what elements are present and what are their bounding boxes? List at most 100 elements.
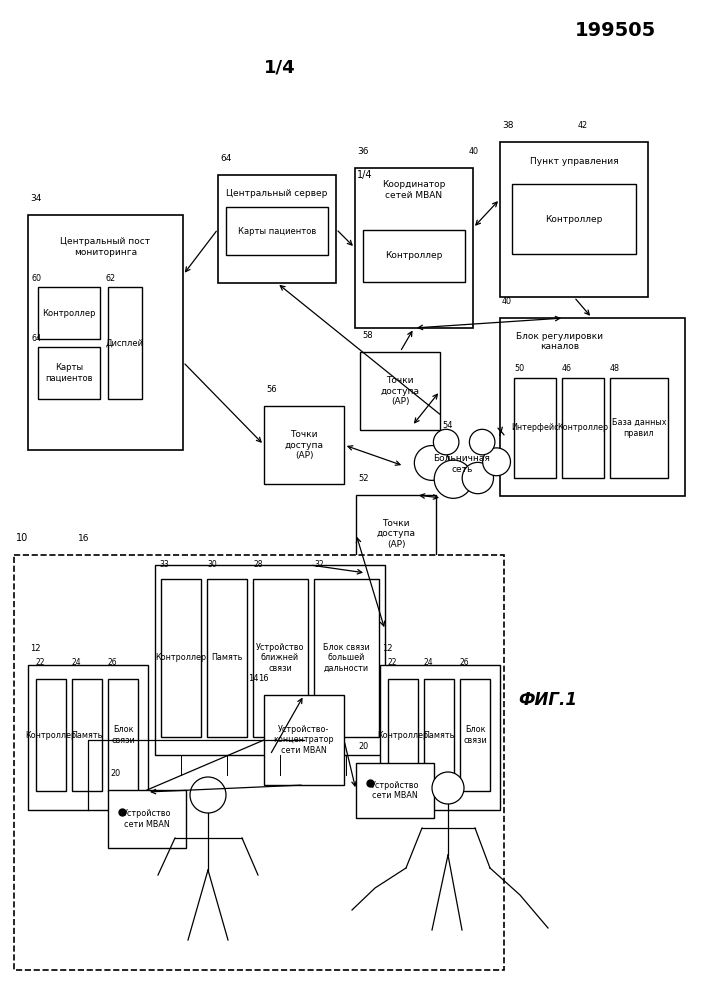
Bar — [28, 665, 148, 810]
Bar — [356, 495, 436, 573]
Bar — [108, 287, 142, 399]
Bar — [500, 142, 648, 297]
Text: Центральный пост
мониторинга: Центральный пост мониторинга — [60, 238, 150, 257]
Bar — [108, 790, 186, 848]
Text: Контроллер: Контроллер — [43, 309, 96, 318]
Text: 30: 30 — [207, 560, 217, 569]
Circle shape — [190, 777, 226, 813]
Text: 26: 26 — [108, 658, 118, 667]
Circle shape — [434, 461, 472, 499]
Text: Больничная
сеть: Больничная сеть — [434, 455, 491, 474]
Text: 12: 12 — [30, 644, 40, 653]
Text: Контроллер: Контроллер — [26, 730, 77, 739]
Text: Карты
пациентов: Карты пациентов — [45, 364, 93, 383]
Text: Точки
доступа
(AP): Точки доступа (AP) — [376, 519, 415, 548]
Text: Контроллер: Контроллер — [557, 424, 608, 433]
Bar — [314, 579, 379, 737]
Bar — [460, 679, 490, 791]
Bar — [108, 679, 138, 791]
Text: 62: 62 — [106, 274, 116, 283]
Text: Точки
доступа
(AP): Точки доступа (AP) — [284, 431, 323, 460]
Text: 22: 22 — [388, 658, 398, 667]
Bar — [388, 679, 418, 791]
Text: 16: 16 — [78, 534, 89, 543]
Circle shape — [432, 772, 464, 804]
Bar — [14, 555, 504, 970]
Text: Память: Память — [72, 730, 103, 739]
Text: База данных
правил: База данных правил — [612, 419, 666, 438]
Bar — [207, 579, 247, 737]
Bar — [264, 695, 344, 785]
Text: 52: 52 — [358, 474, 369, 483]
Bar — [356, 763, 434, 818]
Text: 40: 40 — [502, 297, 512, 306]
Bar — [72, 679, 102, 791]
Text: Контроллер: Контроллер — [545, 215, 603, 224]
Text: 199505: 199505 — [574, 21, 656, 40]
Text: Блок связи
большей
дальности: Блок связи большей дальности — [323, 643, 369, 673]
Bar — [424, 679, 454, 791]
Text: 22: 22 — [36, 658, 45, 667]
Text: Дисплей: Дисплей — [106, 339, 144, 348]
Text: 16: 16 — [258, 674, 269, 683]
Bar — [380, 665, 500, 810]
Circle shape — [414, 446, 450, 481]
Text: 38: 38 — [502, 121, 513, 130]
Circle shape — [469, 430, 495, 455]
Text: 20: 20 — [110, 769, 120, 778]
Text: 58: 58 — [362, 331, 373, 340]
Text: ФИГ.1: ФИГ.1 — [518, 691, 578, 709]
Bar — [512, 184, 636, 254]
Circle shape — [462, 463, 493, 494]
Text: 26: 26 — [460, 658, 469, 667]
Text: 32: 32 — [314, 560, 323, 569]
Text: Точки
доступа
(AP): Точки доступа (AP) — [381, 376, 420, 406]
Text: 12: 12 — [382, 644, 393, 653]
Text: Центральный сервер: Центральный сервер — [226, 189, 328, 198]
Text: 33: 33 — [159, 560, 169, 569]
Text: 46: 46 — [562, 364, 572, 373]
Bar — [363, 230, 465, 282]
Bar — [253, 579, 308, 737]
Text: Память: Память — [211, 653, 242, 662]
Bar — [264, 406, 344, 484]
Bar — [514, 378, 556, 478]
Text: 54: 54 — [442, 421, 452, 430]
Text: Устройство
сети MBAN: Устройство сети MBAN — [371, 781, 419, 800]
Text: Блок регулировки
каналов: Блок регулировки каналов — [516, 332, 603, 352]
Bar — [155, 565, 385, 755]
Text: 20: 20 — [358, 742, 368, 751]
Bar — [161, 579, 201, 737]
Bar — [562, 378, 604, 478]
Text: Устройство-
концентратор
сети MBAN: Устройство- концентратор сети MBAN — [274, 725, 335, 755]
Circle shape — [433, 430, 459, 455]
Text: 64: 64 — [32, 334, 42, 343]
Text: Координатор
сетей MBAN: Координатор сетей MBAN — [382, 180, 446, 200]
Text: Устройство
сети MBAN: Устройство сети MBAN — [123, 809, 172, 829]
Text: 24: 24 — [72, 658, 82, 667]
Text: Контроллер: Контроллер — [385, 252, 442, 261]
Text: Устройство
ближней
связи: Устройство ближней связи — [256, 643, 304, 673]
Text: 24: 24 — [424, 658, 434, 667]
Text: 48: 48 — [610, 364, 620, 373]
Text: 10: 10 — [16, 533, 28, 543]
Text: Контроллер: Контроллер — [155, 653, 206, 662]
Text: 50: 50 — [514, 364, 524, 373]
Text: 28: 28 — [253, 560, 262, 569]
Bar — [38, 287, 100, 339]
Text: Память: Память — [423, 730, 454, 739]
Circle shape — [483, 448, 510, 476]
Text: Контроллер: Контроллер — [377, 730, 428, 739]
Text: Блок
связи: Блок связи — [463, 725, 487, 744]
Text: 56: 56 — [266, 385, 277, 394]
Text: 1/4: 1/4 — [357, 170, 372, 180]
Text: 14: 14 — [248, 674, 259, 683]
Bar — [610, 378, 668, 478]
Text: 64: 64 — [220, 154, 231, 163]
Text: 1/4: 1/4 — [264, 59, 296, 77]
Bar — [28, 215, 183, 450]
Bar — [226, 207, 328, 255]
Text: Карты пациентов: Карты пациентов — [238, 227, 316, 236]
Text: Пункт управления: Пункт управления — [530, 158, 618, 167]
Text: 34: 34 — [30, 194, 41, 203]
